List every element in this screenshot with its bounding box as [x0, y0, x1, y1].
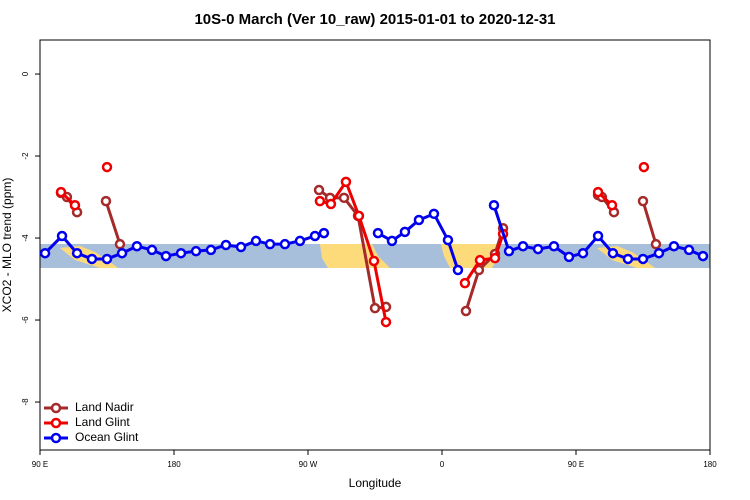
- data-point: [488, 199, 500, 211]
- data-point: [683, 244, 695, 256]
- data-point: [442, 234, 454, 246]
- y-tick-label: 0: [21, 71, 30, 76]
- data-point: [279, 238, 291, 250]
- x-axis-label: Longitude: [349, 476, 402, 490]
- data-point: [386, 235, 398, 247]
- x-tick-label: 90 W: [299, 460, 318, 469]
- data-point: [314, 195, 326, 207]
- data-point: [56, 230, 68, 242]
- data-point: [313, 184, 325, 196]
- legend-marker: [50, 402, 62, 414]
- x-tick-label: 90 E: [32, 460, 48, 469]
- data-point: [114, 238, 126, 250]
- data-point: [235, 241, 247, 253]
- legend-marker: [50, 417, 62, 429]
- data-point: [220, 239, 232, 251]
- data-point: [190, 245, 202, 257]
- data-point: [294, 235, 306, 247]
- data-point: [592, 186, 604, 198]
- data-point: [175, 247, 187, 259]
- data-point: [489, 252, 501, 264]
- data-point: [380, 316, 392, 328]
- y-tick-label: -8: [21, 398, 30, 406]
- x-tick-label: 180: [703, 460, 717, 469]
- data-point: [101, 253, 113, 265]
- data-point: [653, 247, 665, 259]
- data-point: [338, 192, 350, 204]
- x-tick-label: 0: [440, 460, 445, 469]
- data-point: [116, 247, 128, 259]
- data-point: [340, 176, 352, 188]
- data-point: [71, 247, 83, 259]
- x-tick-label: 90 E: [568, 460, 584, 469]
- legend-label: Land Glint: [75, 415, 130, 429]
- data-point: [650, 238, 662, 250]
- data-point: [369, 302, 381, 314]
- data-point: [160, 250, 172, 262]
- data-point: [39, 247, 51, 259]
- x-tick-label: 180: [167, 460, 181, 469]
- data-point: [399, 226, 411, 238]
- data-point: [101, 161, 113, 173]
- data-point: [250, 235, 262, 247]
- y-tick-label: -2: [21, 152, 30, 160]
- data-point: [532, 243, 544, 255]
- data-point: [668, 240, 680, 252]
- data-point: [517, 240, 529, 252]
- data-point: [606, 199, 618, 211]
- data-point: [368, 255, 380, 267]
- chart-title: 10S-0 March (Ver 10_raw) 2015-01-01 to 2…: [194, 11, 555, 28]
- data-point: [503, 245, 515, 257]
- data-point: [474, 254, 486, 266]
- data-point: [55, 186, 67, 198]
- plot-frame: [39, 39, 711, 451]
- data-point: [607, 247, 619, 259]
- y-axis-label: XCO2 - MLO trend (ppm): [0, 178, 14, 313]
- data-point: [86, 253, 98, 265]
- data-point: [413, 214, 425, 226]
- data-point: [452, 264, 464, 276]
- data-point: [548, 240, 560, 252]
- data-point: [146, 244, 158, 256]
- data-point: [372, 227, 384, 239]
- data-point: [309, 230, 321, 242]
- data-point: [131, 240, 143, 252]
- y-tick-label: -6: [21, 316, 30, 324]
- data-point: [637, 195, 649, 207]
- data-point: [264, 238, 276, 250]
- data-point: [638, 161, 650, 173]
- data-point: [353, 210, 365, 222]
- data-point: [428, 208, 440, 220]
- data-point: [622, 253, 634, 265]
- data-point: [205, 244, 217, 256]
- data-point: [100, 195, 112, 207]
- y-tick-label: -4: [21, 234, 30, 242]
- data-point: [459, 277, 471, 289]
- data-point: [69, 199, 81, 211]
- data-point: [318, 227, 330, 239]
- data-point: [577, 247, 589, 259]
- legend-label: Ocean Glint: [75, 430, 139, 444]
- legend-label: Land Nadir: [75, 400, 134, 414]
- data-point: [697, 250, 709, 262]
- data-point: [592, 230, 604, 242]
- data-point: [563, 251, 575, 263]
- data-point: [637, 253, 649, 265]
- data-point: [325, 198, 337, 210]
- legend-marker: [50, 432, 62, 444]
- data-point: [460, 305, 472, 317]
